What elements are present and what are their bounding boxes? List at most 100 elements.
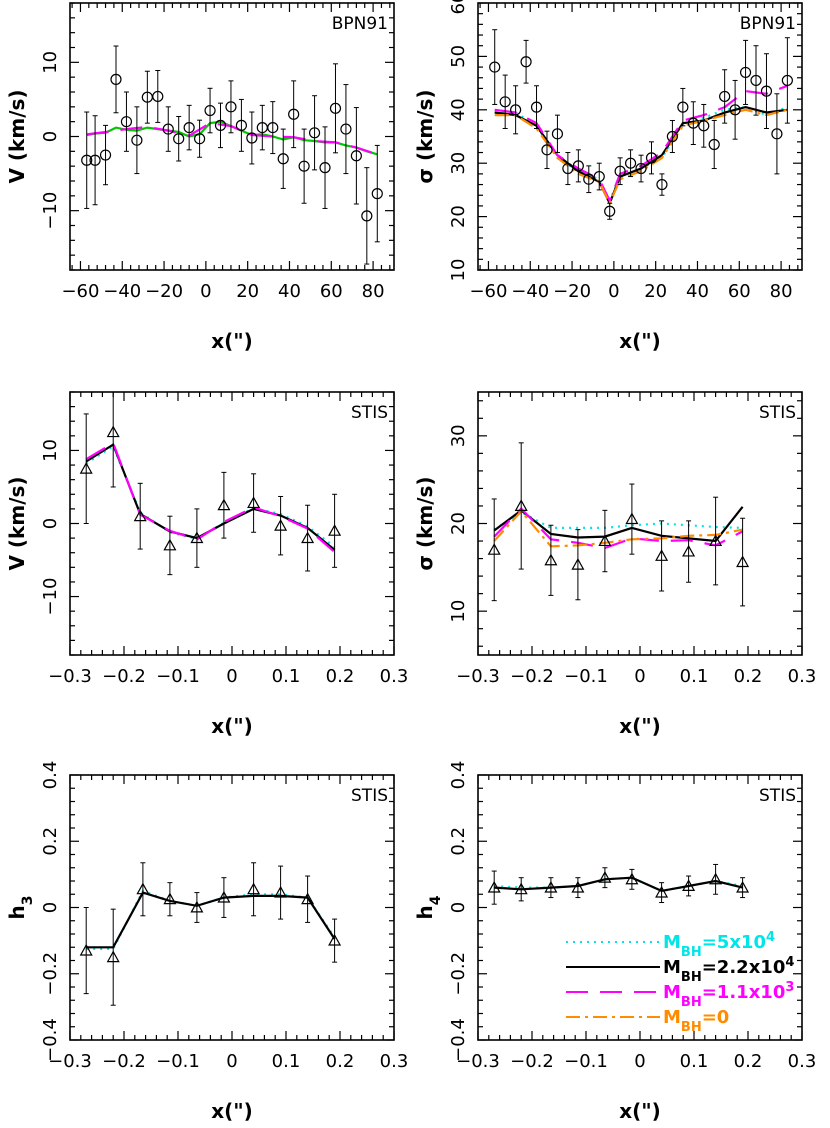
x-tick-label: −0.2 — [102, 1051, 146, 1072]
data-point — [499, 96, 511, 108]
panel-tag: BPN91 — [740, 14, 796, 34]
x-axis-label: x(") — [619, 1099, 661, 1123]
panel-p3: −0.3 −0.2 −0.1 0 0.1 0.2 0.3 −10 0 10 x(") V (km/s)… — [5, 391, 409, 738]
data-point — [163, 538, 177, 551]
plot-area — [487, 863, 750, 905]
data-point — [571, 880, 585, 893]
y-axis-label: V (km/s) — [5, 89, 29, 183]
y-tick-label: 10 — [448, 259, 469, 282]
panel-p6: −0.3 −0.2 −0.1 0 0.1 0.2 0.3 −0.4 −0.2 0 0.2 0.4 x("… — [413, 761, 816, 1123]
panel-tag: STIS — [759, 786, 796, 806]
data-point — [99, 149, 112, 161]
x-tick-label: 0.3 — [380, 666, 409, 687]
y-tick-label: 0.2 — [40, 827, 61, 856]
data-point — [190, 900, 204, 913]
data-point — [583, 173, 595, 185]
x-tick-label: 60 — [320, 281, 343, 302]
x-tick-label: 0 — [226, 666, 237, 687]
y-axis-label-sub: 4 — [428, 895, 444, 905]
data-point — [677, 101, 689, 113]
data-point — [598, 534, 612, 547]
panel-tag: STIS — [759, 403, 796, 423]
data-point — [541, 144, 553, 156]
panel-tag: STIS — [351, 786, 388, 806]
y-tick-label: 50 — [448, 45, 469, 68]
data-point — [308, 127, 321, 139]
x-tick-label: −0.1 — [156, 1051, 200, 1072]
x-tick-label: 0.2 — [326, 666, 355, 687]
data-point — [682, 879, 696, 891]
data-point — [655, 885, 669, 898]
data-point — [655, 549, 669, 561]
panel-p2: −60 −40 −20 0 20 40 60 80 10 20 30 40 50 60 x(") σ (km/… — [413, 0, 803, 353]
x-tick-label: −0.3 — [456, 666, 500, 687]
data-point — [183, 121, 195, 134]
data-point — [274, 518, 288, 531]
plot-frame — [69, 2, 395, 271]
plot-area — [81, 45, 383, 265]
data-point — [163, 892, 177, 905]
data-point — [350, 150, 362, 162]
data-point — [162, 123, 174, 135]
data-point — [489, 61, 501, 73]
data-point — [708, 138, 720, 151]
data-point — [739, 66, 752, 79]
data-point — [329, 102, 342, 114]
data-point — [514, 499, 528, 511]
y-axis-label: h3 — [5, 896, 36, 920]
data-point — [750, 74, 762, 87]
x-tick-label: −40 — [103, 281, 141, 302]
x-tick-label: 80 — [362, 281, 385, 302]
data-point — [120, 116, 133, 128]
x-tick-label: −60 — [61, 281, 99, 302]
x-tick-label: −20 — [553, 281, 591, 302]
x-tick-label: −0.1 — [156, 666, 200, 687]
data-point — [110, 73, 122, 85]
x-tick-label: −0.2 — [510, 1051, 554, 1072]
legend-label: MBH=5x104 — [663, 930, 775, 960]
data-point — [656, 178, 668, 191]
data-point — [614, 165, 626, 177]
y-tick-label: 10 — [40, 51, 61, 74]
plot-area — [79, 392, 342, 576]
data-point — [736, 555, 750, 568]
data-point — [487, 543, 501, 555]
data-point — [593, 170, 605, 183]
data-point — [544, 553, 558, 566]
x-tick-label: 0.1 — [680, 666, 709, 687]
data-point — [152, 90, 164, 103]
plot-area — [487, 442, 750, 607]
y-axis-label: h4 — [413, 895, 444, 919]
model-curve — [86, 891, 336, 949]
x-tick-label: −0.2 — [510, 666, 554, 687]
x-tick-label: 0 — [634, 1051, 645, 1072]
data-point — [709, 534, 723, 547]
data-point — [79, 943, 93, 956]
data-point — [298, 160, 310, 172]
data-point — [760, 85, 773, 97]
x-tick-label: −0.1 — [564, 666, 608, 687]
panel-p1: −60 −40 −20 0 20 40 60 80 −10 0 10 x(") V (km/s) BPN9… — [5, 2, 395, 353]
y-tick-label: 0.2 — [448, 827, 469, 856]
y-axis-label-sub: 3 — [20, 896, 36, 906]
data-point — [340, 123, 352, 135]
data-point — [288, 108, 300, 120]
data-point — [133, 509, 147, 522]
x-tick-label: 0.1 — [272, 666, 301, 687]
x-tick-label: 20 — [236, 281, 259, 302]
y-tick-label: 0 — [40, 902, 61, 913]
y-tick-label: −10 — [40, 192, 61, 230]
data-point — [520, 56, 532, 68]
x-tick-label: 40 — [686, 281, 709, 302]
x-tick-label: 0 — [200, 281, 211, 302]
plot-area — [79, 862, 342, 1006]
x-tick-label: −0.3 — [48, 666, 92, 687]
x-axis-label: x(") — [211, 1099, 253, 1123]
model-curve — [85, 442, 336, 551]
data-point — [106, 425, 120, 438]
data-point — [571, 557, 585, 570]
y-tick-label: −0.4 — [40, 1018, 61, 1062]
x-tick-label: 0 — [634, 666, 645, 687]
x-tick-label: 0.2 — [734, 666, 763, 687]
